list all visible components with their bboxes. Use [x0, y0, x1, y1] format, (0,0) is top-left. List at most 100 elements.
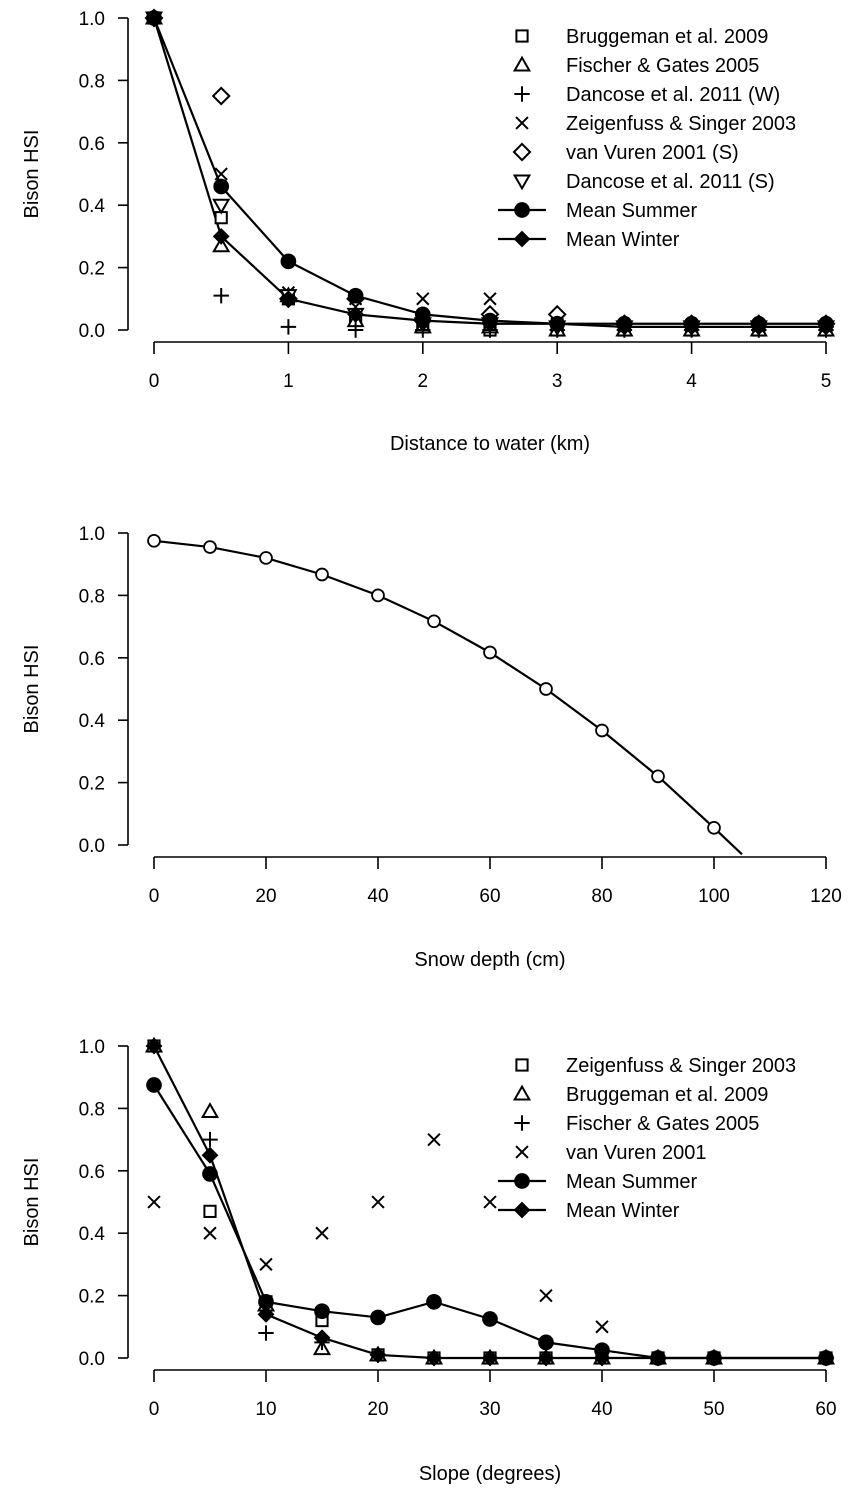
- x-axis-title: Slope (degrees): [419, 1463, 561, 1485]
- data-point-6: [257, 1305, 275, 1323]
- data-point-8: [548, 315, 566, 333]
- legend-marker: [512, 1084, 532, 1101]
- y-tick-label: 1.0: [79, 1037, 105, 1058]
- data-point-1: [147, 533, 161, 548]
- data-point-3: [202, 1131, 218, 1148]
- x-tick-label: 100: [698, 886, 730, 907]
- data-point-5: [211, 86, 231, 106]
- data-point-6: [817, 1349, 835, 1367]
- data-point-1: [539, 682, 553, 696]
- data-point-5: [314, 1303, 330, 1320]
- x-tick-label: 10: [255, 1399, 276, 1420]
- data-point-1: [259, 551, 273, 565]
- y-tick-label: 0.2: [79, 259, 105, 280]
- legend-label: Fischer & Gates 2005: [566, 55, 759, 77]
- data-point-8: [481, 315, 499, 333]
- data-point-6: [313, 1329, 331, 1347]
- data-point-4: [483, 292, 497, 306]
- y-tick-label: 0.4: [79, 1224, 106, 1245]
- y-tick-label: 0.6: [79, 649, 105, 670]
- data-point-7: [347, 287, 364, 304]
- data-point-4: [315, 1226, 329, 1240]
- legend-label: Bruggeman et al. 2009: [566, 1084, 768, 1106]
- x-tick-label: 4: [686, 371, 697, 392]
- data-point-4: [416, 292, 430, 306]
- data-point-4: [595, 1320, 609, 1334]
- x-axis-title: Distance to water (km): [390, 433, 590, 455]
- x-tick-label: 0: [149, 886, 160, 907]
- y-tick-label: 0.6: [79, 1162, 105, 1183]
- y-axis-title: Bison HSI: [21, 1158, 43, 1247]
- x-tick-label: 0: [149, 371, 160, 392]
- data-point-6: [481, 1349, 499, 1367]
- legend-marker: [512, 174, 532, 191]
- data-point-8: [279, 290, 297, 308]
- data-point-5: [202, 1166, 218, 1182]
- legend-marker: [515, 1058, 529, 1072]
- legend-marker: [515, 1145, 529, 1159]
- x-tick-label: 3: [552, 371, 563, 392]
- legend-marker: [512, 55, 532, 72]
- data-point-1: [427, 614, 441, 629]
- y-tick-label: 0.2: [79, 1287, 105, 1308]
- data-point-4: [259, 1257, 273, 1272]
- data-point-3: [258, 1325, 274, 1341]
- data-point-5: [482, 1311, 498, 1327]
- data-point-5: [146, 1077, 162, 1093]
- data-point-6: [649, 1349, 667, 1367]
- legend-label: Mean Summer: [566, 200, 697, 222]
- y-tick-label: 0.0: [79, 321, 105, 342]
- x-tick-label: 20: [367, 1399, 388, 1420]
- x-tick-label: 40: [367, 886, 388, 907]
- data-point-5: [538, 1334, 554, 1351]
- data-point-4: [371, 1195, 385, 1209]
- data-point-4: [483, 1195, 497, 1209]
- data-point-6: [593, 1349, 611, 1367]
- x-tick-label: 0: [149, 1399, 160, 1420]
- data-point-4: [427, 1132, 441, 1147]
- data-point-6: [212, 198, 231, 215]
- x-tick-label: 80: [591, 886, 612, 907]
- data-point-4: [203, 1226, 217, 1240]
- data-point-8: [750, 318, 768, 336]
- data-point-1: [651, 769, 665, 784]
- data-point-1: [203, 540, 217, 554]
- legend-label: Dancose et al. 2011 (S): [566, 171, 775, 193]
- legend-label: Fischer & Gates 2005: [566, 1113, 759, 1135]
- data-point-8: [817, 318, 835, 336]
- data-point-6: [369, 1346, 387, 1364]
- series-line-6: [153, 1045, 826, 1360]
- legend-marker: [513, 1201, 531, 1219]
- x-tick-label: 50: [703, 1399, 724, 1420]
- data-point-7: [213, 178, 230, 195]
- x-tick-label: 60: [479, 886, 500, 907]
- x-tick-label: 120: [810, 886, 842, 907]
- data-point-1: [203, 1204, 217, 1218]
- y-axis-title: Bison HSI: [21, 130, 43, 219]
- data-point-1: [483, 645, 497, 660]
- data-point-8: [615, 318, 633, 336]
- legend-label: Dancose et al. 2011 (W): [566, 84, 780, 106]
- data-point-8: [683, 318, 701, 336]
- data-point-4: [214, 167, 228, 181]
- x-axis-title: Snow depth (cm): [414, 949, 565, 971]
- legend-label: Mean Winter: [566, 1200, 680, 1222]
- data-point-4: [147, 1195, 161, 1209]
- data-point-3: [347, 322, 364, 338]
- data-point-3: [280, 319, 297, 335]
- y-tick-label: 0.0: [79, 1349, 105, 1370]
- data-point-6: [425, 1349, 443, 1367]
- data-point-5: [370, 1309, 386, 1326]
- y-tick-label: 0.0: [79, 836, 105, 857]
- x-tick-label: 30: [479, 1399, 500, 1420]
- data-point-1: [315, 567, 329, 582]
- legend-marker: [514, 1173, 530, 1189]
- x-tick-label: 60: [815, 1399, 836, 1420]
- x-tick-label: 5: [821, 371, 832, 392]
- series-line-1: [153, 539, 743, 856]
- data-point-2: [200, 1102, 220, 1119]
- legend-marker: [514, 1115, 530, 1131]
- y-axis-title: Bison HSI: [21, 645, 43, 734]
